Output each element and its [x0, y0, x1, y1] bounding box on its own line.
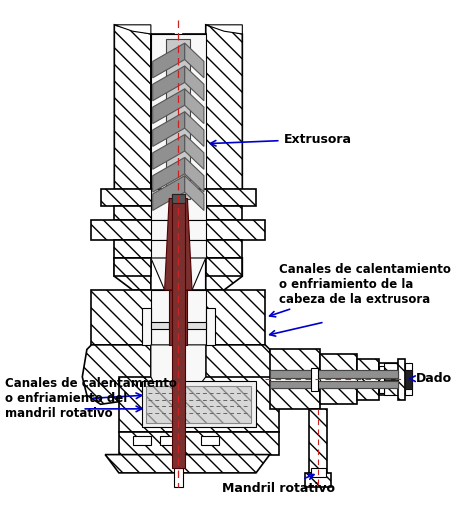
Bar [114, 240, 242, 258]
Bar [91, 290, 265, 345]
Polygon shape [151, 258, 206, 290]
Polygon shape [114, 25, 151, 189]
Polygon shape [164, 199, 192, 290]
Bar [380, 363, 398, 395]
Bar [114, 206, 242, 220]
Bar [151, 34, 174, 189]
Bar [380, 366, 384, 393]
Polygon shape [82, 345, 151, 404]
Bar [183, 34, 206, 189]
Bar [151, 220, 206, 240]
Bar [187, 322, 206, 329]
Polygon shape [114, 25, 151, 34]
Bar [100, 189, 256, 206]
Bar [206, 258, 242, 276]
Bar [142, 308, 151, 345]
Polygon shape [185, 43, 204, 78]
Text: Extrusora: Extrusora [210, 133, 352, 146]
Bar [166, 39, 190, 199]
Bar [160, 436, 178, 446]
Polygon shape [206, 258, 242, 290]
Bar [151, 189, 206, 220]
Bar [169, 290, 187, 345]
Bar [151, 34, 206, 189]
Polygon shape [153, 66, 185, 101]
Bar [91, 220, 265, 240]
Bar [151, 240, 206, 258]
Polygon shape [105, 454, 270, 473]
Bar [270, 371, 398, 378]
Bar [356, 359, 380, 400]
Bar [320, 354, 356, 404]
Bar [380, 371, 398, 388]
Bar [172, 194, 185, 468]
Text: Dado: Dado [410, 372, 452, 385]
Bar [320, 371, 356, 388]
Polygon shape [185, 134, 204, 169]
Bar [151, 322, 169, 329]
Text: Canales de calentamiento
o enfriamiento de la
cabeza de la extrusora: Canales de calentamiento o enfriamiento … [270, 263, 451, 317]
Bar [270, 349, 320, 409]
Text: Canales de calentamiento
o enfriamiento del
mandril rotativo: Canales de calentamiento o enfriamiento … [5, 377, 176, 420]
Bar [311, 468, 326, 478]
Bar [311, 368, 318, 390]
Polygon shape [185, 66, 204, 101]
Polygon shape [153, 89, 185, 124]
Bar [384, 363, 398, 395]
Polygon shape [206, 345, 274, 404]
Bar [133, 436, 151, 446]
Polygon shape [185, 157, 204, 192]
Polygon shape [153, 176, 185, 210]
Bar [398, 359, 405, 400]
Text: Mandril rotativo: Mandril rotativo [222, 474, 336, 495]
Bar [119, 377, 279, 432]
Polygon shape [153, 134, 185, 169]
Bar [151, 290, 206, 345]
Bar [146, 386, 252, 422]
Polygon shape [153, 112, 185, 146]
Bar [201, 436, 219, 446]
Bar [270, 381, 398, 388]
Bar [270, 371, 320, 388]
Polygon shape [114, 258, 151, 290]
Polygon shape [185, 176, 204, 210]
Polygon shape [153, 43, 185, 78]
Polygon shape [153, 157, 185, 192]
Bar [114, 258, 151, 276]
Bar [174, 468, 183, 486]
Polygon shape [185, 112, 204, 146]
Bar [405, 370, 412, 389]
Bar [206, 308, 215, 345]
Polygon shape [185, 89, 204, 124]
Bar [405, 363, 412, 395]
Polygon shape [151, 345, 206, 400]
Bar [142, 382, 256, 427]
Bar [119, 432, 279, 454]
Bar [172, 194, 185, 203]
Polygon shape [206, 25, 242, 189]
Bar [309, 409, 328, 473]
Polygon shape [206, 25, 242, 34]
Bar [305, 473, 331, 486]
